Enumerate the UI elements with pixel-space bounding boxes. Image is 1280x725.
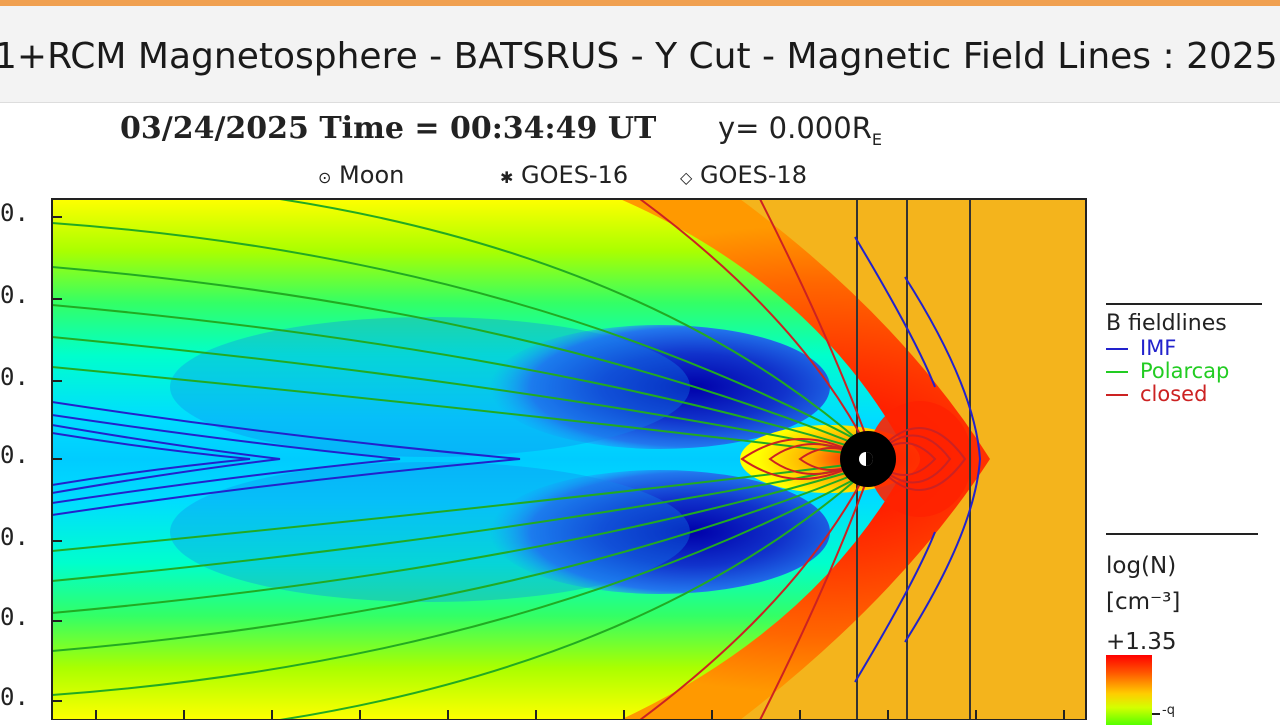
colorbar-gradient	[1106, 655, 1152, 725]
fieldlines-legend-title: B fieldlines	[1106, 311, 1227, 336]
plot-timezone: UT	[607, 111, 657, 146]
closed-fieldline	[759, 199, 871, 448]
title-bar: 1+RCM Magnetosphere - BATSRUS - Y Cut - …	[0, 6, 1280, 103]
density-colorbar: log(N) [cm⁻³] +1.35 -q	[1104, 533, 1274, 725]
polarcap-fieldline	[52, 336, 865, 454]
polarcap-fieldline	[52, 266, 869, 450]
imf-fieldline	[904, 276, 982, 643]
closed-fieldline	[768, 443, 866, 475]
page-title: 1+RCM Magnetosphere - BATSRUS - Y Cut - …	[0, 36, 1278, 77]
polarcap-fieldline	[52, 462, 863, 552]
time-equals: =	[414, 111, 440, 146]
colorbar-quantity-label: log(N)	[1106, 553, 1177, 579]
closed-fieldline	[740, 438, 866, 480]
legend-rule	[1106, 303, 1262, 305]
imf-fieldline	[854, 236, 936, 388]
y-tick-label: 0.	[0, 281, 29, 309]
imf-fieldline	[52, 414, 401, 504]
closed-fieldline	[871, 427, 967, 491]
y-cut-label: y= 0.000RE	[718, 111, 882, 149]
polarcap-fieldline	[52, 466, 867, 614]
goes16-marker-legend: ✱ GOES-16	[500, 161, 628, 189]
y-tick-label: 0.	[0, 523, 29, 551]
imf-fieldline	[854, 531, 936, 683]
plot-date: 03/24/2025	[120, 111, 309, 146]
y-axis-ticks	[52, 216, 62, 702]
closed-line-swatch	[1106, 394, 1128, 396]
y-tick-label: 0.	[0, 199, 29, 227]
goes16-marker-icon: ✱	[500, 168, 514, 187]
imf-fieldlines	[52, 236, 982, 683]
moon-marker-label: Moon	[339, 161, 405, 189]
imf-fieldline	[52, 432, 251, 486]
colorbar-unit-label: [cm⁻³]	[1106, 589, 1181, 615]
legend-item-imf: IMF	[1106, 336, 1176, 360]
colorbar-rule	[1106, 533, 1258, 535]
polarcap-fieldline	[52, 304, 867, 452]
polarcap-fieldline	[279, 199, 867, 448]
closed-fieldline	[639, 199, 869, 450]
polarcap-fieldline	[279, 470, 867, 720]
density-field-plot	[51, 198, 1087, 720]
browser-accent-strip	[0, 0, 1280, 6]
y-tick-label: 0.	[0, 683, 29, 711]
goes18-marker-legend: ◇ GOES-18	[680, 161, 807, 189]
y-cut-subscript: E	[871, 129, 882, 149]
polarcap-fieldline	[52, 366, 863, 456]
legend-item-imf-label: IMF	[1140, 336, 1177, 360]
y-tick-label: 0.	[0, 363, 29, 391]
polarcap-fieldline	[52, 464, 865, 582]
imf-fieldline	[52, 424, 281, 494]
polarcap-fieldline	[52, 222, 871, 448]
time-label: Time	[319, 111, 404, 146]
y-tick-label: 0.	[0, 441, 29, 469]
y-cut-value: y= 0.000R	[718, 111, 872, 145]
colorbar-tick	[1152, 713, 1160, 715]
legend-item-closed-label: closed	[1140, 382, 1208, 406]
polarcap-fieldlines	[52, 199, 871, 720]
magnetosphere-panel: 03/24/2025 Time = 00:34:49 UT y= 0.000RE…	[0, 103, 1280, 725]
magnetosphere-plot: 0. 0. 0. 0. 0. 0. 0.	[0, 197, 1100, 720]
x-axis-ticks	[95, 710, 1065, 720]
north-lobe-fringe	[170, 317, 690, 457]
polarcap-fieldline	[52, 470, 871, 696]
dayside-closed-region	[868, 401, 972, 517]
moon-marker-icon: ⊙	[318, 168, 332, 187]
closed-fieldline	[759, 470, 871, 720]
colorbar-max-label: +1.35	[1106, 629, 1177, 655]
moon-marker-legend: ⊙ Moon	[318, 161, 404, 189]
legend-item-closed: closed	[1106, 382, 1207, 406]
closed-fieldline	[639, 468, 869, 720]
imf-line-swatch	[1106, 348, 1128, 350]
legend-item-polarcap: Polarcap	[1106, 359, 1229, 383]
polarcap-line-swatch	[1106, 371, 1128, 373]
closed-fieldline	[871, 434, 952, 484]
goes18-marker-label: GOES-18	[699, 161, 808, 189]
closed-fieldlines	[639, 199, 967, 720]
y-tick-label: 0.	[0, 603, 29, 631]
goes16-marker-label: GOES-16	[521, 161, 629, 189]
imf-fieldline	[52, 401, 521, 516]
colorbar-tick-label: -q	[1162, 703, 1175, 718]
legend-item-polarcap-label: Polarcap	[1140, 359, 1230, 383]
goes18-marker-icon: ◇	[680, 168, 693, 187]
south-lobe-fringe	[170, 462, 690, 602]
plot-time: 00:34:49	[449, 111, 598, 146]
earth-marker-night	[866, 452, 873, 466]
plot-header: 03/24/2025 Time = 00:34:49 UT	[120, 111, 656, 146]
polarcap-fieldline	[52, 468, 869, 652]
